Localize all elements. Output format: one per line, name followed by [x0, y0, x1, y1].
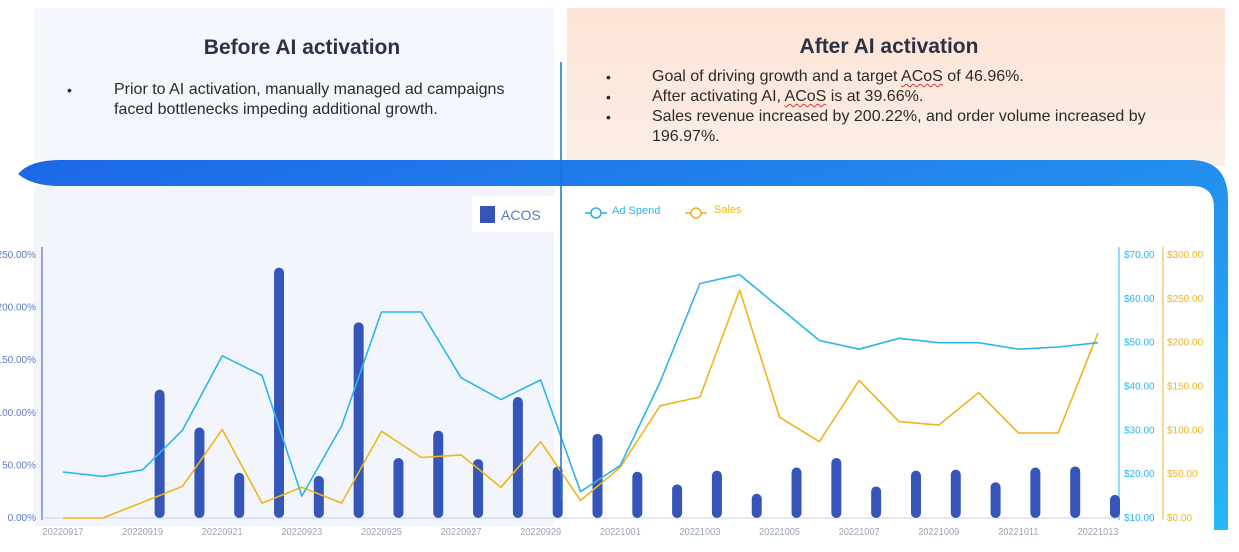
after-bullet: • After activating AI, ACoS is at 39.66%. [606, 88, 924, 105]
legend-acos-swatch [480, 206, 495, 223]
acos-bar [433, 430, 444, 518]
after-bullet: • Goal of driving growth and a target ACo… [606, 68, 1024, 85]
acos-bar [672, 484, 683, 518]
before-bullets: • Prior to AI activation, manually manage… [67, 80, 534, 120]
acos-bar [1030, 467, 1041, 518]
y-right2-tick-label: $150.00 [1167, 382, 1204, 393]
y-right2-tick-label: $100.00 [1167, 425, 1204, 436]
before-title: Before AI activation [203, 36, 401, 59]
y-right2-tick-label: $300.00 [1167, 250, 1204, 261]
y-right1-tick-label: $70.00 [1124, 250, 1155, 261]
acos-bar [393, 458, 404, 518]
legend-sales-marker [690, 207, 702, 219]
acos-bar [791, 467, 802, 518]
y-right2-tick-label: $200.00 [1167, 338, 1204, 349]
x-tick-label: 20220927 [441, 527, 482, 538]
acos-bar [274, 267, 285, 518]
y-right1-tick-label: $50.00 [1124, 338, 1155, 349]
acos-bar [1110, 494, 1120, 518]
series-lines [62, 273, 1099, 519]
acos-term: ACoS [901, 68, 943, 85]
acos-bar [950, 469, 961, 518]
x-tick-label: 20221001 [600, 527, 641, 538]
x-tick-label: 20220921 [202, 527, 243, 538]
x-tick-label: 20220923 [281, 527, 322, 538]
legend-ad-spend-label: Ad Spend [612, 205, 660, 217]
acos-bar [632, 471, 643, 518]
y-left-tick-label: 50.00% [2, 460, 36, 471]
x-tick-label: 20221003 [679, 527, 720, 538]
acos-bar [552, 466, 563, 518]
after-title: After AI activation [799, 35, 979, 58]
y-left-tick-label: 150.00% [0, 355, 36, 366]
x-tick-label: 20221011 [998, 527, 1038, 538]
x-tick-label: 20221013 [1078, 527, 1119, 538]
acos-bar [871, 486, 882, 518]
legend-ad-spend-marker [590, 207, 602, 219]
x-tick-label: 20220929 [520, 527, 561, 538]
sales-line [63, 289, 1099, 519]
chart-legend: ACOS Ad Spend Sales [480, 204, 742, 223]
x-tick-label: 20220919 [122, 527, 163, 538]
y-right2-tick-label: $250.00 [1167, 294, 1204, 305]
y-right1-tick-label: $30.00 [1124, 425, 1155, 436]
before-panel: Before AI activation • Prior to AI activa… [34, 8, 554, 160]
acos-bar [990, 482, 1001, 518]
acos-bars [154, 267, 1120, 518]
acos-bar [512, 397, 523, 518]
y-right2-tick-label: $50.00 [1167, 469, 1198, 480]
after-bullet: • Sales revenue increased by 200.22%, and… [606, 108, 1146, 145]
y-right2-tick-label: $0.00 [1167, 513, 1192, 524]
y-right1-tick-label: $10.00 [1124, 513, 1155, 524]
x-tick-label: 20220925 [361, 527, 402, 538]
acos-bar [234, 472, 245, 518]
acos-bar [473, 459, 484, 518]
acos-bar [831, 458, 842, 518]
acos-bar [751, 493, 762, 518]
y-right1-tick-label: $60.00 [1124, 294, 1155, 305]
x-tick-label: 20221009 [918, 527, 959, 538]
x-tick-label: 20221007 [839, 527, 880, 538]
y-left-tick-label: 250.00% [0, 250, 36, 261]
acos-bar [353, 322, 364, 518]
legend-acos-label: ACOS [501, 207, 541, 223]
chart-axes: 250.00% 200.00% 150.00% 100.00% 50.00% 0.00% $… [0, 247, 1204, 524]
legend-sales-label: Sales [714, 204, 742, 216]
x-tick-labels: 20220917 20220919 20220921 20220923 20220925… [43, 527, 1119, 538]
acos-bar [910, 470, 921, 518]
acos-bar [1070, 466, 1081, 518]
y-right1-tick-label: $40.00 [1124, 382, 1155, 393]
ad-spend-line [62, 273, 1099, 497]
after-panel: After AI activation • Goal of driving gro… [567, 8, 1225, 166]
acos-bar [592, 433, 603, 518]
x-tick-label: 20221005 [759, 527, 800, 538]
y-right1-tick-label: $20.00 [1124, 469, 1155, 480]
y-left-tick-label: 0.00% [8, 513, 36, 524]
before-bullet: • Prior to AI activation, manually manage… [67, 81, 505, 118]
y-left-tick-label: 200.00% [0, 303, 36, 314]
acos-term: ACoS [784, 88, 827, 105]
after-bullets: • Goal of driving growth and a target ACo… [606, 67, 1212, 147]
before-bullet-text: Prior to AI activation, manually managed… [114, 81, 505, 118]
acos-bar [711, 470, 722, 518]
x-tick-label: 20220917 [43, 527, 84, 538]
acos-bar [194, 427, 205, 518]
y-left-tick-label: 100.00% [0, 408, 36, 419]
before-region [34, 186, 554, 526]
acos-bar [313, 475, 324, 518]
